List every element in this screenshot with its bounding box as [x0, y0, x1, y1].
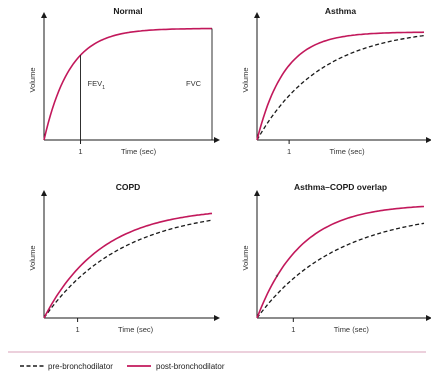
- x-axis-label: Time (sec): [334, 325, 370, 334]
- annotation-label: FVC: [186, 79, 202, 88]
- chart-panels: Normal Volume 1 Time (sec) FEV1 FVC Asthma Volu…: [28, 6, 431, 334]
- panel-4: Asthma–COPD overlap Volume 1 Time (sec) *: [241, 182, 431, 334]
- panel-title: Asthma: [325, 6, 356, 16]
- x-tick-label: 1: [76, 325, 80, 334]
- y-axis-arrow: [41, 190, 47, 196]
- series-line-post: [43, 27, 212, 141]
- series-line-post: [43, 212, 213, 319]
- series-line-post: [256, 31, 425, 141]
- panel-title: COPD: [116, 182, 141, 192]
- series-line-pre: [256, 34, 425, 141]
- y-axis-arrow: [254, 12, 260, 18]
- x-axis-arrow: [426, 315, 431, 321]
- y-axis-label: Volume: [241, 67, 250, 92]
- y-axis-label: Volume: [28, 245, 37, 270]
- x-axis-label: Time (sec): [118, 325, 154, 334]
- x-axis-label: Time (sec): [121, 147, 157, 156]
- x-axis-arrow: [214, 315, 220, 321]
- x-tick-label: 1: [291, 325, 295, 334]
- legend: pre-bronchodilator post-bronchodilator: [20, 362, 225, 371]
- panel-3: COPD Volume 1 Time (sec): [28, 182, 220, 334]
- panel-title: Asthma–COPD overlap: [294, 182, 387, 192]
- annotation-marker: *: [276, 273, 279, 282]
- panel-2: Asthma Volume 1 Time (sec): [241, 6, 431, 156]
- annotation-label: FEV1: [88, 79, 106, 91]
- x-axis-label: Time (sec): [330, 147, 366, 156]
- panel-title: Normal: [113, 6, 142, 16]
- legend-post-label: post-bronchodilator: [156, 362, 225, 371]
- series-line-pre: [43, 219, 213, 319]
- x-tick-label: 1: [287, 147, 291, 156]
- legend-pre-label: pre-bronchodilator: [48, 362, 113, 371]
- series-line-post: [256, 205, 425, 319]
- series-line-pre: [256, 222, 425, 319]
- x-tick-label: 1: [78, 147, 82, 156]
- y-axis-label: Volume: [241, 245, 250, 270]
- panel-1: Normal Volume 1 Time (sec) FEV1 FVC: [28, 6, 220, 156]
- y-axis-label: Volume: [28, 67, 37, 92]
- x-axis-arrow: [426, 137, 431, 143]
- y-axis-arrow: [254, 190, 260, 196]
- y-axis-arrow: [41, 12, 47, 18]
- x-axis-arrow: [214, 137, 220, 143]
